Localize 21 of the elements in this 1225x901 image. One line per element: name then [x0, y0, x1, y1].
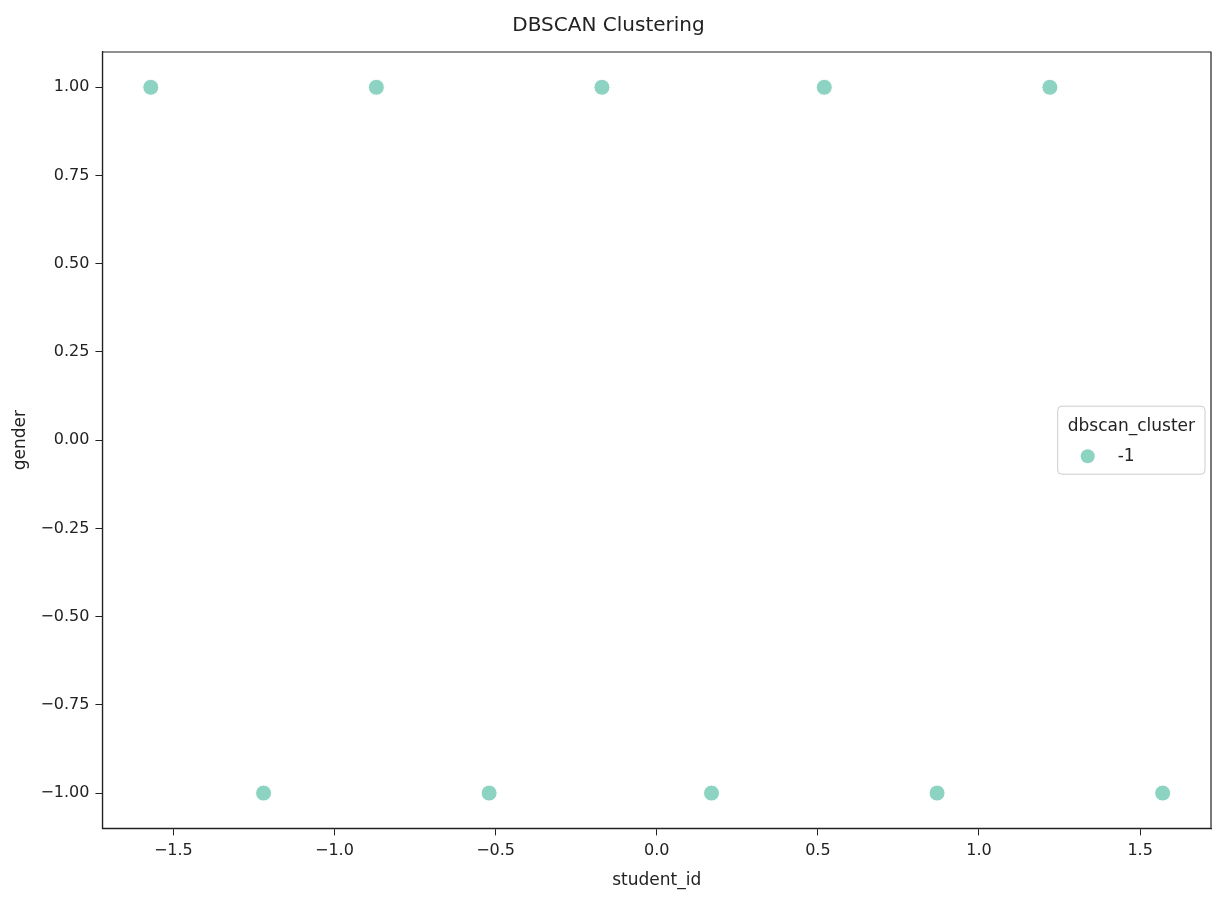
y-tick-label: 1.00 [53, 76, 90, 96]
x-tick-label: 0.5 [805, 840, 831, 860]
x-tick-label: −1.0 [315, 840, 354, 860]
y-tick-label: −0.75 [40, 694, 90, 714]
y-tick-label: 0.00 [53, 429, 90, 449]
x-tick-label: −1.5 [153, 840, 193, 860]
x-tick-label: −0.5 [476, 840, 516, 860]
x-axis-title: student_id [612, 869, 702, 891]
legend-title: dbscan_cluster [1067, 414, 1196, 436]
legend-label: -1 [1117, 444, 1135, 465]
x-tick-label: 1.0 [966, 840, 992, 860]
y-axis-title: gender [8, 410, 29, 471]
y-tick-label: −1.00 [40, 782, 90, 802]
y-tick-label: 0.50 [53, 252, 90, 272]
x-tick-label: 0.0 [643, 840, 670, 860]
x-tick-label: 1.5 [1127, 840, 1153, 860]
chart-title: DBSCAN Clustering [512, 12, 705, 37]
y-tick-label: −0.50 [40, 605, 90, 625]
y-tick-label: −0.25 [40, 517, 90, 537]
y-tick-label: 0.25 [53, 341, 90, 361]
y-tick-label: 0.75 [53, 164, 90, 184]
